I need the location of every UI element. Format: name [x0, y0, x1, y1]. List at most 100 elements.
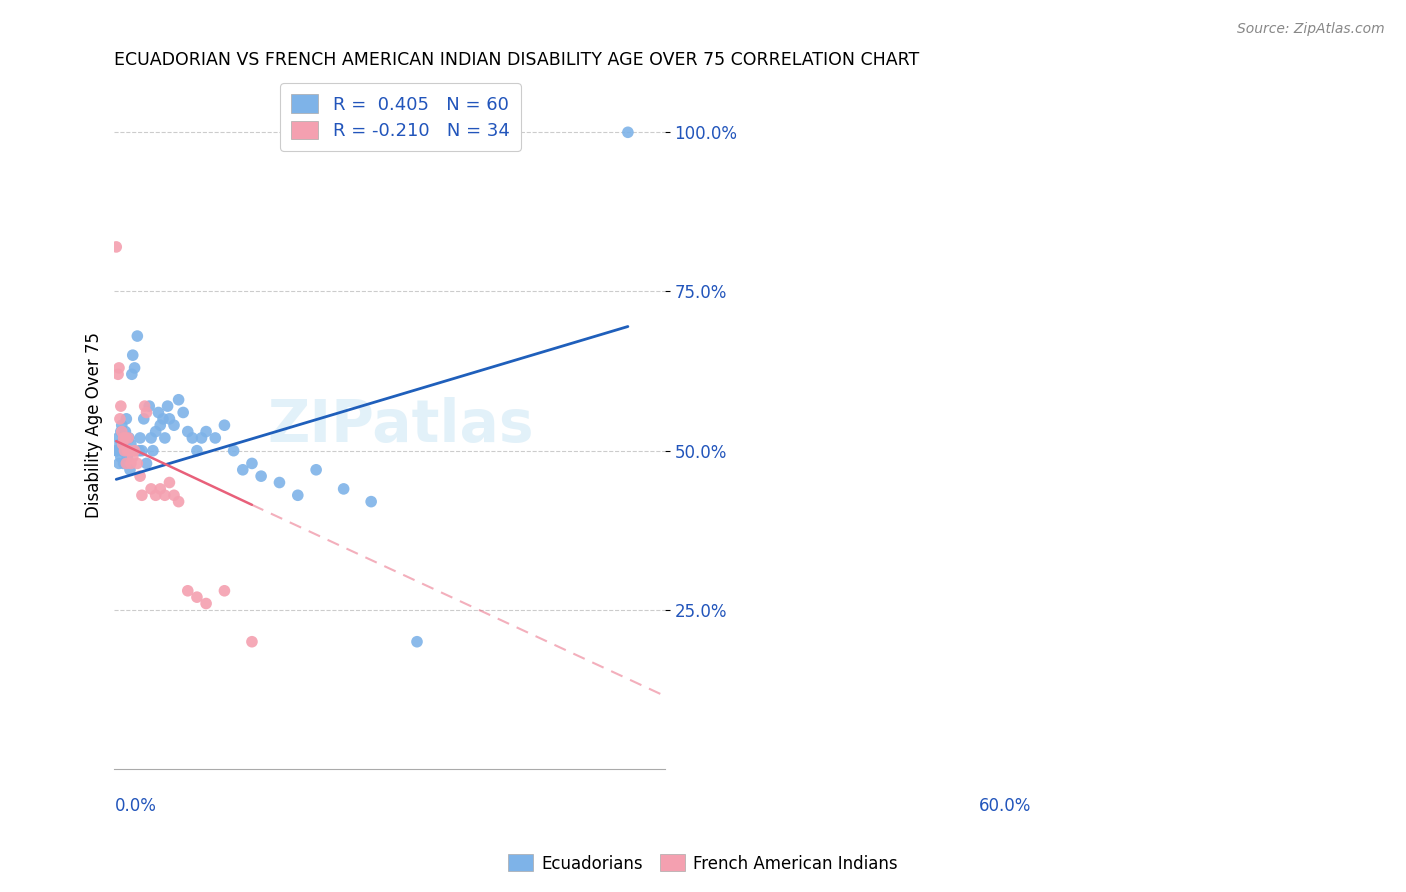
- Point: [269, 475, 291, 490]
- Point: [149, 418, 172, 433]
- Point: [167, 392, 190, 407]
- Point: [110, 425, 132, 439]
- Point: [121, 450, 143, 464]
- Point: [115, 412, 138, 426]
- Point: [186, 590, 208, 604]
- Text: ECUADORIAN VS FRENCH AMERICAN INDIAN DISABILITY AGE OVER 75 CORRELATION CHART: ECUADORIAN VS FRENCH AMERICAN INDIAN DIS…: [114, 51, 920, 69]
- Point: [115, 457, 138, 471]
- Point: [129, 431, 152, 445]
- Point: [110, 450, 132, 464]
- Point: [114, 431, 136, 445]
- Text: ZIPatlas: ZIPatlas: [267, 397, 534, 454]
- Point: [305, 463, 328, 477]
- Y-axis label: Disability Age Over 75: Disability Age Over 75: [86, 332, 103, 518]
- Point: [287, 488, 309, 502]
- Point: [105, 443, 128, 458]
- Point: [139, 482, 162, 496]
- Point: [118, 463, 141, 477]
- Point: [131, 488, 153, 502]
- Point: [114, 443, 136, 458]
- Point: [124, 360, 146, 375]
- Point: [406, 634, 429, 648]
- Point: [117, 443, 139, 458]
- Point: [131, 443, 153, 458]
- Point: [107, 431, 129, 445]
- Point: [195, 597, 218, 611]
- Point: [111, 437, 134, 451]
- Point: [153, 431, 176, 445]
- Point: [120, 437, 142, 451]
- Point: [145, 425, 167, 439]
- Point: [112, 431, 135, 445]
- Point: [112, 457, 135, 471]
- Point: [121, 368, 143, 382]
- Point: [153, 488, 176, 502]
- Point: [129, 469, 152, 483]
- Point: [167, 494, 190, 508]
- Point: [128, 443, 150, 458]
- Point: [114, 443, 136, 458]
- Point: [159, 412, 181, 426]
- Point: [121, 348, 143, 362]
- Point: [148, 405, 170, 419]
- Point: [111, 418, 134, 433]
- Point: [240, 457, 263, 471]
- Point: [118, 431, 141, 445]
- Point: [108, 360, 131, 375]
- Point: [117, 431, 139, 445]
- Point: [177, 583, 200, 598]
- Point: [127, 329, 149, 343]
- Point: [139, 431, 162, 445]
- Point: [117, 443, 139, 458]
- Point: [181, 431, 204, 445]
- Point: [195, 425, 218, 439]
- Point: [190, 431, 212, 445]
- Point: [159, 475, 181, 490]
- Point: [360, 494, 382, 508]
- Point: [232, 463, 254, 477]
- Point: [111, 437, 134, 451]
- Point: [152, 412, 174, 426]
- Point: [105, 443, 128, 458]
- Point: [617, 125, 640, 139]
- Point: [124, 443, 146, 458]
- Legend: Ecuadorians, French American Indians: Ecuadorians, French American Indians: [502, 847, 904, 880]
- Point: [108, 437, 131, 451]
- Point: [214, 583, 236, 598]
- Point: [204, 431, 226, 445]
- Point: [120, 457, 142, 471]
- Point: [111, 443, 134, 458]
- Text: 60.0%: 60.0%: [979, 797, 1032, 814]
- Legend: R =  0.405   N = 60, R = -0.210   N = 34: R = 0.405 N = 60, R = -0.210 N = 34: [280, 84, 520, 151]
- Point: [172, 405, 194, 419]
- Point: [332, 482, 354, 496]
- Point: [163, 488, 186, 502]
- Point: [240, 634, 263, 648]
- Point: [186, 443, 208, 458]
- Point: [177, 425, 200, 439]
- Point: [134, 399, 156, 413]
- Point: [108, 457, 131, 471]
- Point: [114, 425, 136, 439]
- Point: [222, 443, 245, 458]
- Point: [118, 443, 141, 458]
- Point: [111, 425, 134, 439]
- Point: [108, 412, 131, 426]
- Text: Source: ZipAtlas.com: Source: ZipAtlas.com: [1237, 22, 1385, 37]
- Point: [163, 418, 186, 433]
- Point: [214, 418, 236, 433]
- Point: [135, 405, 157, 419]
- Point: [156, 399, 179, 413]
- Point: [117, 450, 139, 464]
- Point: [112, 431, 135, 445]
- Point: [145, 488, 167, 502]
- Point: [107, 368, 129, 382]
- Text: 0.0%: 0.0%: [114, 797, 156, 814]
- Point: [142, 443, 165, 458]
- Point: [250, 469, 273, 483]
- Point: [138, 399, 160, 413]
- Point: [105, 240, 128, 254]
- Point: [110, 399, 132, 413]
- Point: [127, 457, 149, 471]
- Point: [132, 412, 155, 426]
